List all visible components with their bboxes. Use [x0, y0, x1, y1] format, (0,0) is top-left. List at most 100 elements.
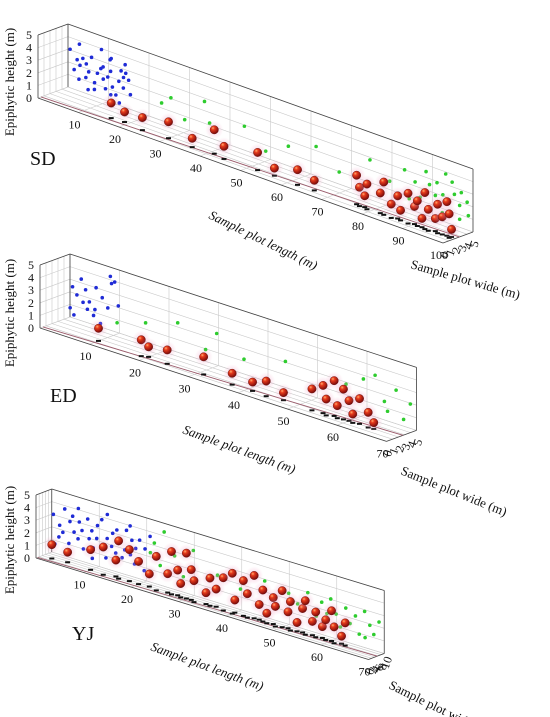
floor-shadow [295, 183, 300, 186]
data-point [99, 517, 104, 522]
data-point [321, 394, 331, 404]
floor-shadow [183, 597, 189, 600]
data-point [300, 596, 310, 606]
data-point [442, 197, 452, 207]
x-tick-label: 40 [228, 398, 240, 412]
data-point [78, 63, 82, 68]
gridline [45, 325, 393, 440]
floor-shadow [244, 616, 250, 619]
gridline [35, 501, 52, 508]
panel-label: ED [50, 385, 77, 407]
z-tick-label: 4 [461, 241, 476, 251]
gridline [69, 291, 417, 406]
floor-shadow [364, 208, 370, 211]
y-tick-label: 0 [26, 91, 32, 105]
y-tick-label: 3 [28, 283, 34, 297]
data-point [277, 586, 287, 596]
gridline [240, 159, 271, 171]
data-point [189, 576, 199, 586]
data-point [63, 547, 73, 557]
floor-shadow [108, 117, 114, 120]
x-tick-label: 10 [69, 118, 81, 132]
y-tick-label: 4 [24, 501, 30, 515]
data-point [309, 175, 319, 185]
data-point [286, 597, 295, 606]
data-point [444, 209, 454, 219]
data-point [81, 56, 85, 61]
z-tick-label: 0 [380, 448, 395, 458]
data-point [270, 601, 280, 611]
data-point [202, 99, 207, 104]
data-point [457, 217, 462, 222]
floor-shadow [153, 589, 159, 592]
floor-shadow [309, 409, 315, 412]
z-axis-label: Sample plot wide (m) [409, 256, 522, 302]
gridline [51, 501, 385, 604]
floor-shadow [331, 642, 337, 645]
floor-shadow [116, 577, 122, 580]
data-point [164, 117, 173, 127]
data-point [396, 205, 405, 215]
data-point [144, 569, 154, 579]
x-tick-label: 40 [216, 621, 228, 635]
z-tick-label: 1 [386, 446, 401, 456]
data-point [329, 376, 339, 386]
data-point [75, 293, 79, 297]
data-point [106, 306, 110, 310]
data-point [182, 117, 187, 122]
x-tick-label: 70 [359, 665, 371, 679]
x-axis-line [35, 557, 369, 660]
data-point [93, 307, 97, 312]
floor-shadow [188, 598, 194, 601]
x-tick-label: 70 [377, 446, 389, 460]
floor-shadow [279, 626, 285, 629]
floor-shadow [203, 603, 209, 606]
z-tick-label: 3 [455, 243, 470, 253]
floor-shadow [412, 223, 417, 226]
gridline [69, 266, 417, 381]
floor-diagonal [37, 556, 378, 657]
data-point [75, 57, 79, 62]
floor-shadow [229, 612, 235, 615]
data-point [242, 124, 247, 129]
x-tick-label: 90 [393, 234, 405, 248]
data-point [187, 133, 197, 143]
series-0 [68, 42, 133, 105]
x-axis-line [37, 97, 444, 244]
floor-shadow [354, 203, 360, 206]
data-point [115, 320, 119, 325]
gridline [39, 316, 71, 329]
data-point [219, 141, 229, 151]
data-point [137, 538, 142, 542]
data-point [87, 300, 92, 304]
series-2 [102, 94, 461, 239]
data-point [283, 359, 288, 364]
data-point [373, 373, 377, 378]
y-tick-label: 4 [28, 271, 34, 285]
floor-shadow [260, 620, 266, 623]
data-point [286, 144, 291, 149]
floor-shadow [229, 383, 235, 386]
data-point [115, 528, 119, 532]
floor-shadow [432, 230, 438, 233]
floor-shadow [334, 417, 340, 420]
data-point [176, 579, 186, 588]
data-point [211, 584, 221, 594]
floor-shadow [357, 422, 362, 425]
floor-shadow [146, 355, 152, 358]
data-point [124, 545, 134, 554]
z-tick-label: 6 [372, 662, 387, 672]
y-tick-label: 1 [26, 78, 32, 92]
data-point [242, 357, 246, 362]
data-point [372, 632, 376, 637]
data-point [137, 113, 147, 122]
data-point [57, 535, 61, 539]
data-point [105, 512, 110, 517]
floor-shadow [311, 189, 317, 192]
data-point [413, 180, 417, 184]
data-point [86, 87, 90, 92]
z-tick-label: 8 [375, 661, 390, 671]
data-point [337, 631, 346, 641]
data-point [109, 281, 114, 286]
x-axis-label: Sample plot length (m) [149, 639, 266, 694]
